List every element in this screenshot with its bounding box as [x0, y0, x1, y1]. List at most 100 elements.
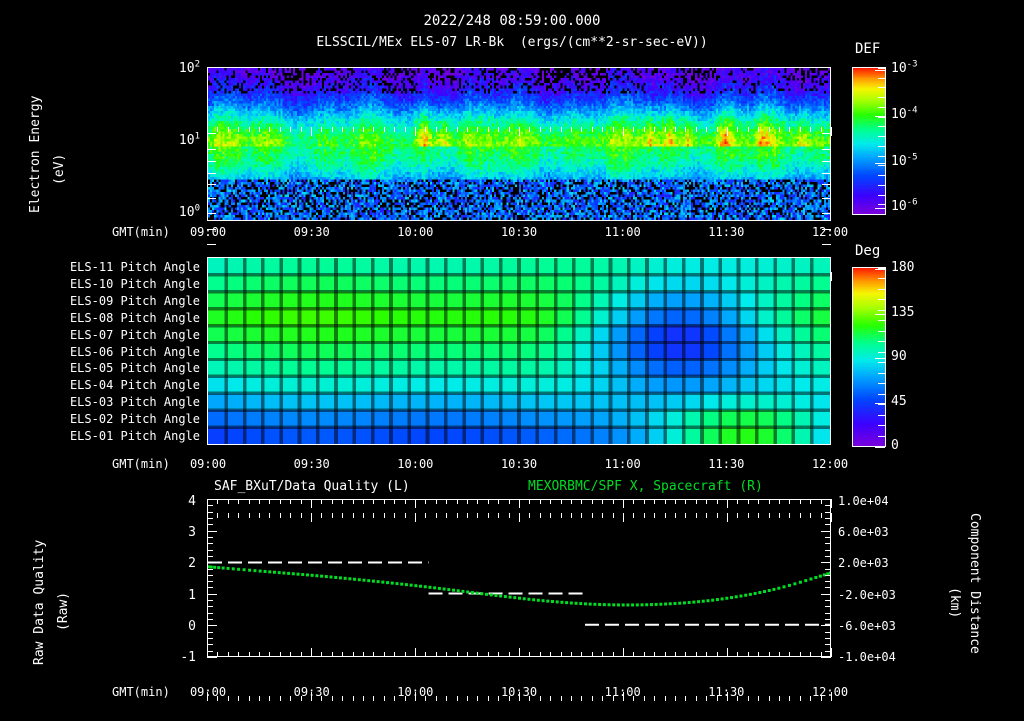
y-tick-label: 1 [188, 587, 196, 603]
axis-tick [227, 696, 229, 701]
axis-tick [207, 692, 208, 701]
axis-tick [789, 652, 791, 657]
axis-tick [227, 499, 229, 504]
colorbar-minor-tick [878, 278, 885, 280]
axis-tick [446, 652, 448, 657]
axis-tick [550, 499, 552, 504]
axis-tick [290, 652, 292, 657]
def-colorbar-ticks: 10-3 10-4 10-5 10-6 [845, 60, 1024, 230]
axis-tick [737, 652, 739, 657]
axis-tick [248, 499, 250, 504]
axis-tick [821, 657, 831, 658]
axis-tick [508, 696, 510, 701]
axis-tick [456, 652, 458, 657]
pitch-angle-row-label: ELS-03 Pitch Angle [69, 395, 200, 410]
axis-tick [321, 127, 323, 132]
axis-tick [498, 499, 500, 504]
axis-tick [822, 183, 831, 185]
colorbar-minor-tick [878, 155, 885, 157]
axis-tick [768, 127, 770, 132]
axis-tick [581, 127, 583, 132]
axis-tick [825, 574, 831, 576]
axis-tick [207, 133, 216, 135]
axis-tick [581, 499, 583, 504]
colorbar-major-tick [875, 447, 885, 448]
axis-tick [825, 517, 831, 519]
axis-tick [529, 499, 531, 504]
axis-tick [207, 648, 208, 657]
axis-tick [373, 652, 375, 657]
axis-tick [550, 652, 552, 657]
axis-tick [519, 692, 520, 701]
axis-tick [519, 127, 520, 136]
axis-tick [591, 127, 593, 132]
colorbar-tick-label: 180 [891, 260, 915, 275]
axis-tick [207, 619, 213, 621]
axis-tick [820, 652, 822, 657]
axis-tick [685, 652, 687, 657]
colorbar-minor-tick [878, 351, 885, 353]
axis-tick [654, 127, 656, 132]
axis-tick [685, 696, 687, 701]
axis-tick [779, 652, 780, 657]
pitch-angle-row-label: ELS-07 Pitch Angle [69, 327, 200, 342]
axis-tick [539, 652, 541, 657]
def-colorbar-title: DEF [855, 41, 881, 57]
axis-tick [300, 696, 302, 701]
y-tick-exponent: 1 [194, 131, 200, 142]
axis-tick [207, 173, 216, 175]
axis-tick [259, 127, 260, 132]
axis-tick [300, 652, 302, 657]
axis-tick [623, 127, 624, 136]
axis-tick [331, 696, 333, 701]
x-tick-label: 09:30 [293, 685, 330, 699]
axis-tick [571, 499, 572, 504]
axis-tick [248, 696, 250, 701]
axis-tick [487, 499, 489, 504]
colorbar-major-tick [875, 313, 885, 315]
deg-colorbar-ticks: 180 135 90 45 0 [845, 260, 1024, 460]
axis-tick [799, 696, 801, 701]
axis-tick [477, 652, 479, 657]
axis-tick [664, 652, 666, 657]
def-colorbar-frame [852, 67, 886, 215]
colorbar-tick-label: 10-5 [891, 152, 918, 169]
axis-tick [768, 652, 770, 657]
axis-tick [373, 696, 375, 701]
axis-tick [664, 696, 666, 701]
y-tick-label: 3 [188, 525, 196, 541]
x-tick-label: 11:30 [708, 685, 745, 699]
axis-tick [394, 127, 396, 132]
axis-tick [446, 127, 448, 132]
axis-tick [279, 127, 281, 132]
x-tick-label: 10:00 [397, 685, 434, 699]
axis-tick [404, 499, 406, 504]
x-tick-label: 10:30 [500, 685, 538, 699]
energy-spectrogram-canvas [208, 68, 830, 220]
axis-tick [821, 499, 831, 500]
axis-tick [207, 574, 213, 576]
axis-tick [207, 555, 213, 557]
axis-tick [467, 127, 468, 132]
axis-tick [716, 499, 718, 504]
axis-tick [602, 696, 604, 701]
axis-tick [227, 127, 229, 132]
axis-tick [207, 530, 217, 532]
axis-tick [446, 696, 448, 701]
colorbar-minor-tick [878, 165, 885, 167]
y-tick-label: 101 [178, 131, 200, 148]
axis-tick [352, 652, 354, 657]
axis-tick [633, 652, 635, 657]
middle-plot-frame [207, 257, 831, 445]
axis-tick [352, 696, 354, 701]
axis-tick [623, 499, 624, 508]
panel-electron-energy: Electron Energy (eV) 102 101 100 [0, 60, 1024, 281]
middle-xaxis-label: GMT(min) [112, 457, 170, 471]
axis-tick [477, 127, 479, 132]
colorbar-major-tick [875, 358, 885, 359]
axis-tick [643, 127, 645, 132]
axis-tick [435, 652, 437, 657]
axis-tick [290, 499, 292, 504]
axis-tick [747, 127, 749, 132]
axis-tick [269, 127, 271, 132]
